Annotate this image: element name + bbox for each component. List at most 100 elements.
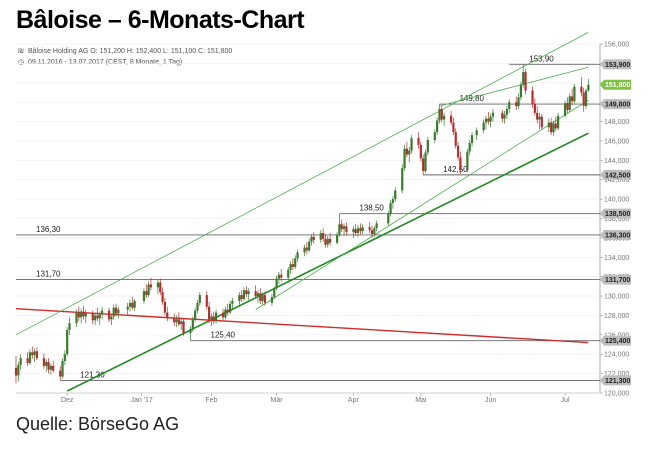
candle-body xyxy=(263,295,267,303)
candle-body xyxy=(114,307,118,314)
level-tag xyxy=(600,229,631,240)
y-tick-label: 134,000 xyxy=(604,255,629,262)
candle-body xyxy=(454,132,457,146)
candle-body xyxy=(305,247,308,251)
candle-body xyxy=(322,233,325,239)
candle-body xyxy=(196,302,199,311)
candle-body xyxy=(126,306,129,310)
candle-body xyxy=(94,315,97,321)
candle-body xyxy=(524,72,527,91)
candle-body xyxy=(291,264,294,267)
x-tick-label: Jul xyxy=(561,397,570,404)
candle-body xyxy=(80,311,83,318)
level-label: 153,90 xyxy=(529,54,554,63)
candle-body xyxy=(107,310,111,320)
candles xyxy=(14,64,590,384)
candle-body xyxy=(459,157,462,171)
candle-body xyxy=(312,236,315,240)
candle-body xyxy=(373,228,376,235)
level-tag xyxy=(600,335,631,346)
candle-body xyxy=(212,316,215,322)
candle-body xyxy=(389,202,392,214)
candle-body xyxy=(342,226,346,230)
candle-body xyxy=(205,295,208,307)
candle-body xyxy=(91,313,94,321)
candle-body xyxy=(84,313,87,317)
candle-body xyxy=(294,258,297,267)
level-tag-label: 125,400 xyxy=(605,338,630,345)
candle-body xyxy=(49,365,53,370)
candle-body xyxy=(14,367,18,376)
candle-body xyxy=(149,284,153,288)
candle-body xyxy=(403,148,406,169)
candle-body xyxy=(110,316,113,320)
x-axis: Dez Jan '17 Feb Mär Apr Mai Jun Jul xyxy=(61,393,570,404)
candle-body xyxy=(338,224,341,235)
level-label: 136,30 xyxy=(36,225,61,234)
candle-body xyxy=(410,138,413,151)
candle-body xyxy=(35,351,39,359)
y-tick-label: 138,000 xyxy=(604,216,629,223)
candle-body xyxy=(547,122,550,128)
candle-body xyxy=(487,118,490,122)
candle-body xyxy=(273,288,276,298)
candle-body xyxy=(228,303,232,313)
candle-body xyxy=(77,312,80,318)
candle-body xyxy=(484,118,488,123)
candle-body xyxy=(156,282,160,288)
candle-body xyxy=(356,228,360,234)
price-chart[interactable]: ₪ Bâloise Holding AG O: 151,200 H: 152,4… xyxy=(0,0,650,410)
candle-body xyxy=(128,302,132,307)
candle-body xyxy=(163,301,167,313)
candle-body xyxy=(470,135,474,143)
y-tick-label: 128,000 xyxy=(604,313,629,320)
candle-body xyxy=(270,297,274,303)
level-tag xyxy=(600,274,631,285)
candle-body xyxy=(194,310,197,320)
candle-body xyxy=(361,227,364,232)
candle-body xyxy=(566,103,569,110)
channel-trendline xyxy=(15,32,589,336)
candle-body xyxy=(554,123,557,129)
candle-body xyxy=(422,158,425,171)
candle-body xyxy=(391,199,395,203)
candle-body xyxy=(33,351,36,356)
candle-body xyxy=(280,274,283,278)
quote-line: Bâloise Holding AG O: 151,200 H: 152,400… xyxy=(28,48,232,55)
candle-body xyxy=(63,354,66,362)
candle-body xyxy=(231,300,234,304)
candle-body xyxy=(177,319,180,325)
candle-body xyxy=(142,291,146,301)
candle-body xyxy=(52,365,55,371)
candle-body xyxy=(17,364,20,376)
candle-body xyxy=(28,352,32,363)
candle-body xyxy=(401,168,404,191)
candle-body xyxy=(570,96,574,102)
candle-body xyxy=(19,358,22,365)
candle-body xyxy=(59,370,62,377)
candle-body xyxy=(319,233,322,240)
candle-body xyxy=(42,358,46,366)
candle-body xyxy=(538,116,541,120)
candle-body xyxy=(112,307,115,317)
candle-body xyxy=(375,223,378,229)
candle-body xyxy=(405,148,408,155)
level-tag-label: 136,300 xyxy=(605,232,630,239)
candle-body xyxy=(82,311,85,317)
candle-body xyxy=(259,293,262,301)
candle-body xyxy=(489,116,492,122)
y-tick-label: 142,000 xyxy=(604,177,629,184)
candle-body xyxy=(573,86,576,102)
candle-body xyxy=(352,229,355,233)
candle-body xyxy=(508,102,511,109)
channel-trendline xyxy=(439,66,589,107)
last-price-tag-label: 151,800 xyxy=(605,82,630,89)
y-tick-label: 146,000 xyxy=(604,138,629,145)
candle-body xyxy=(208,306,211,320)
y-tick-label: 130,000 xyxy=(604,294,629,301)
candle-body xyxy=(501,112,504,119)
clock-icon: ◷ xyxy=(18,59,24,66)
y-tick-label: 120,000 xyxy=(604,391,629,398)
x-tick-label: Mär xyxy=(271,397,284,404)
candle-body xyxy=(436,120,439,133)
